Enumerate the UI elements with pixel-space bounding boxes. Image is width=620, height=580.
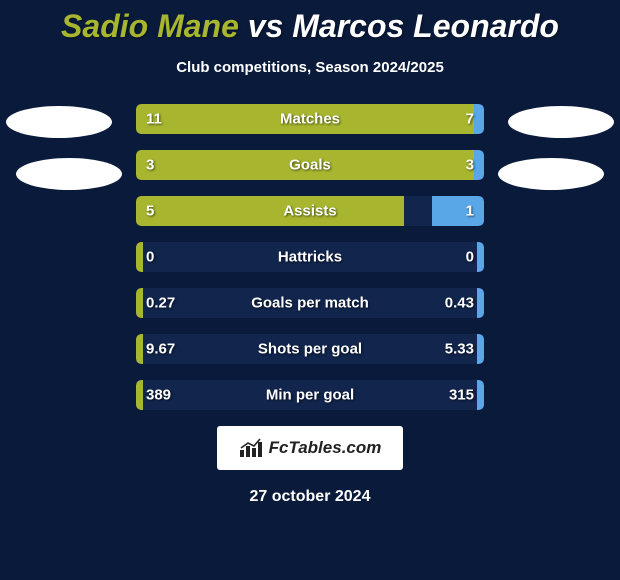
title-vs: vs	[248, 8, 284, 44]
stat-row: 00Hattricks	[136, 242, 484, 272]
logo-text: FcTables.com	[269, 438, 382, 458]
subtitle: Club competitions, Season 2024/2025	[0, 59, 620, 76]
title-right-name: Marcos Leonardo	[292, 8, 559, 44]
stat-label: Min per goal	[136, 387, 484, 404]
stat-row: 51Assists	[136, 196, 484, 226]
date-label: 27 october 2024	[0, 488, 620, 506]
stat-label: Goals per match	[136, 295, 484, 312]
team-badge-right-2	[498, 158, 604, 190]
logo-box: FcTables.com	[217, 426, 403, 470]
stat-label: Matches	[136, 111, 484, 128]
page-title: Sadio Mane vs Marcos Leonardo	[0, 0, 620, 45]
stat-row: 0.270.43Goals per match	[136, 288, 484, 318]
stat-row: 33Goals	[136, 150, 484, 180]
stats-area: 117Matches 33Goals 51Assists 00Hattricks 0.2…	[0, 104, 620, 410]
stat-label: Goals	[136, 157, 484, 174]
stat-row: 389315Min per goal	[136, 380, 484, 410]
stat-rows: 117Matches 33Goals 51Assists 00Hattricks 0.2…	[136, 104, 484, 410]
title-left-name: Sadio Mane	[61, 8, 239, 44]
stat-label: Hattricks	[136, 249, 484, 266]
stat-row: 117Matches	[136, 104, 484, 134]
team-badge-right-1	[508, 106, 614, 138]
chart-icon	[239, 438, 265, 458]
team-badge-left-2	[16, 158, 122, 190]
team-badge-left-1	[6, 106, 112, 138]
stat-row: 9.675.33Shots per goal	[136, 334, 484, 364]
stat-label: Shots per goal	[136, 341, 484, 358]
stat-label: Assists	[136, 203, 484, 220]
